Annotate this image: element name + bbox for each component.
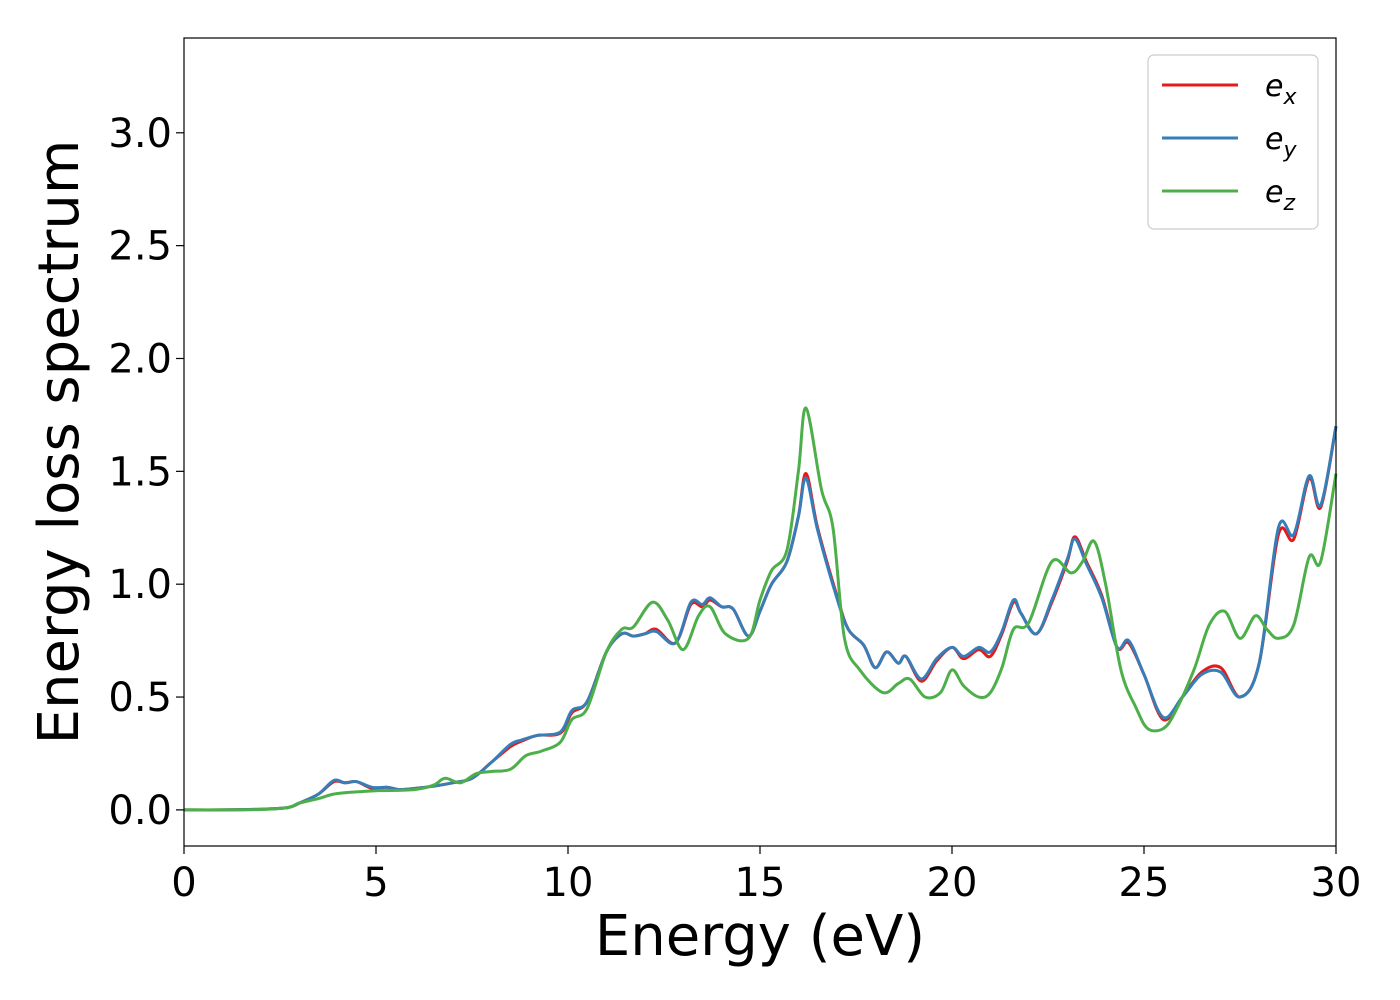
y-axis-label: Energy loss spectrum <box>27 140 92 745</box>
legend-box <box>1147 54 1319 230</box>
series-line-e-z <box>183 406 1338 812</box>
y-tick-label: 0.0 <box>108 788 172 834</box>
x-axis-ticks: 0 5 10 15 20 25 30 <box>171 846 1361 906</box>
y-tick-label: 3.0 <box>108 111 172 157</box>
plot-background <box>184 38 1336 846</box>
y-tick-label: 1.5 <box>108 449 172 495</box>
x-axis-label: Energy (eV) <box>595 904 925 969</box>
y-tick-label: 2.5 <box>108 224 172 270</box>
x-tick-label: 25 <box>1119 860 1170 906</box>
x-tick-label: 10 <box>543 860 594 906</box>
series-layer <box>183 406 1338 812</box>
x-tick-label: 20 <box>927 860 978 906</box>
y-tick-label: 0.5 <box>108 675 172 721</box>
y-axis-ticks: 0.0 0.5 1.0 1.5 2.0 2.5 3.0 <box>108 111 184 834</box>
x-tick-label: 30 <box>1311 860 1362 906</box>
y-tick-label: 2.0 <box>108 336 172 382</box>
x-tick-label: 5 <box>363 860 388 906</box>
y-tick-label: 1.0 <box>108 562 172 608</box>
x-tick-label: 0 <box>171 860 196 906</box>
x-tick-label: 15 <box>735 860 786 906</box>
